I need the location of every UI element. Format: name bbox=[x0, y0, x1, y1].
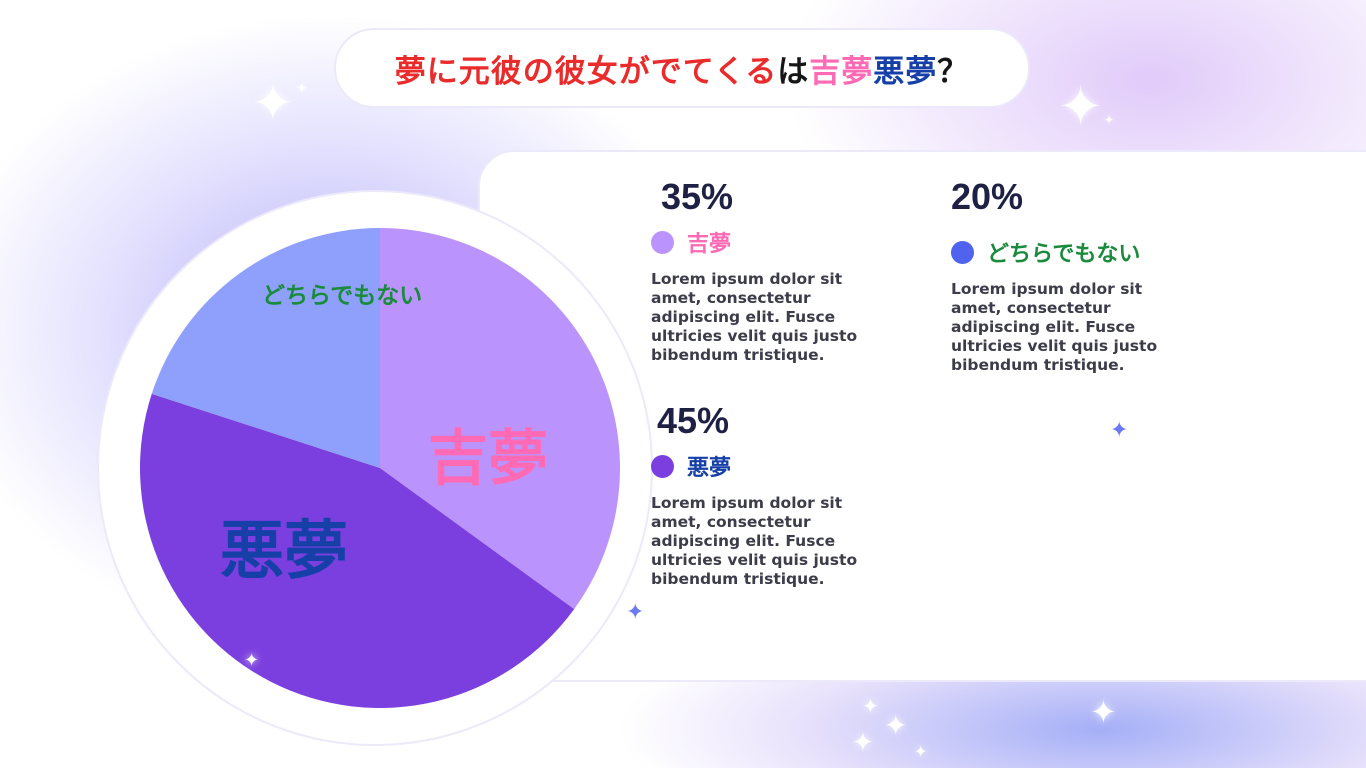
stat-neither: 20% どちらでもない Lorem ipsum dolor sit amet, … bbox=[951, 176, 1191, 375]
sparkle-icon: ✦ bbox=[852, 728, 874, 758]
pie-label-neither: どちらでもない bbox=[262, 283, 423, 309]
stat-percent: 20% bbox=[951, 176, 1024, 217]
legend-label: 悪夢 bbox=[687, 456, 732, 481]
legend-dot bbox=[951, 240, 974, 264]
sparkle-icon: ✦ bbox=[252, 74, 294, 132]
stat-percent: 35% bbox=[661, 176, 734, 217]
sparkle-icon: ✦ bbox=[244, 650, 260, 671]
stat-description: Lorem ipsum dolor sit amet, consectetur … bbox=[651, 494, 858, 588]
legend-label: 吉夢 bbox=[687, 232, 732, 257]
stat-bad-dream: 45% 悪夢 Lorem ipsum dolor sit amet, conse… bbox=[651, 400, 891, 589]
stat-good-dream: 35% 吉夢 Lorem ipsum dolor sit amet, conse… bbox=[651, 176, 891, 365]
sparkle-icon: ✦ bbox=[914, 742, 928, 761]
title-banner: 夢に元彼の彼女がでてくるは吉夢 悪夢？ bbox=[334, 28, 1030, 108]
title-particle: は bbox=[777, 53, 810, 90]
title-question-mark: ？ bbox=[937, 53, 970, 90]
pie-label-good-dream: 吉夢 bbox=[428, 424, 548, 494]
legend-dot bbox=[651, 454, 674, 478]
sparkle-icon: ✦ bbox=[296, 81, 308, 97]
title-bad-dream: 悪夢 bbox=[873, 53, 938, 90]
stat-percent: 45% bbox=[657, 400, 730, 441]
stat-description: Lorem ipsum dolor sit amet, consectetur … bbox=[651, 270, 858, 364]
sparkle-icon: ✦ bbox=[862, 694, 879, 718]
sparkle-icon: ✦ bbox=[1090, 693, 1117, 731]
sparkle-icon: ✦ bbox=[1110, 418, 1129, 443]
title-good-dream: 吉夢 bbox=[809, 53, 874, 90]
title-main: 夢に元彼の彼女がでてくる bbox=[394, 53, 778, 90]
stat-legend: 悪夢 bbox=[651, 450, 891, 482]
stat-description: Lorem ipsum dolor sit amet, consectetur … bbox=[951, 280, 1158, 374]
legend-label: どちらでもない bbox=[987, 242, 1141, 267]
pie-label-bad-dream: 悪夢 bbox=[220, 514, 348, 589]
stat-legend: どちらでもない bbox=[951, 236, 1191, 268]
sparkle-icon: ✦ bbox=[626, 600, 645, 625]
legend-dot bbox=[651, 230, 674, 254]
sparkle-icon: ✦ bbox=[1104, 113, 1115, 127]
sparkle-icon: ✦ bbox=[1058, 75, 1104, 138]
sparkle-icon: ✦ bbox=[884, 709, 908, 742]
stat-legend: 吉夢 bbox=[651, 226, 891, 258]
